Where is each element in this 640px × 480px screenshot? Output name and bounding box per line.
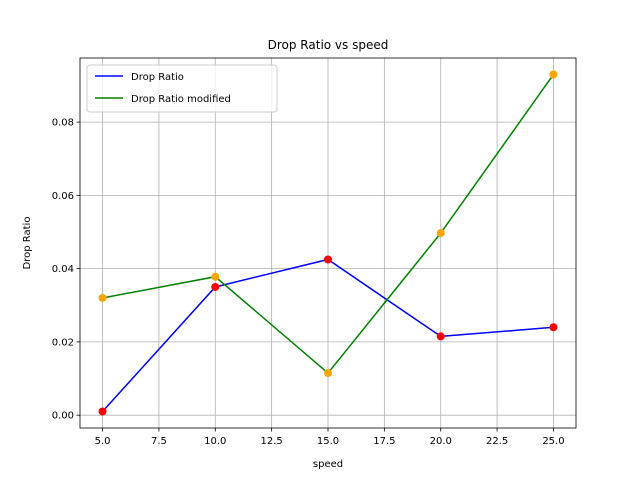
chart-title: Drop Ratio vs speed <box>268 38 389 52</box>
x-tick-label: 15.0 <box>317 436 339 447</box>
data-point-1-1 <box>211 272 220 281</box>
y-tick-label: 0.00 <box>52 411 74 422</box>
grid-lines <box>80 58 576 428</box>
data-point-1-0 <box>98 293 107 302</box>
data-point-0-0 <box>98 407 107 416</box>
legend-label-drop-ratio: Drop Ratio <box>131 72 184 83</box>
x-tick-label: 20.0 <box>430 436 452 447</box>
data-point-0-1 <box>211 282 220 291</box>
y-tick-label: 0.02 <box>52 337 74 348</box>
y-tick-label: 0.08 <box>52 118 74 129</box>
data-point-1-3 <box>436 229 445 238</box>
x-tick-label: 22.5 <box>486 436 508 447</box>
y-axis-ticks: 0.00 0.02 0.04 0.06 0.08 <box>52 118 80 422</box>
data-point-0-4 <box>549 323 558 332</box>
x-tick-label: 25.0 <box>542 436 564 447</box>
x-tick-label: 10.0 <box>204 436 226 447</box>
data-point-0-3 <box>436 332 445 341</box>
data-point-0-2 <box>324 255 332 264</box>
x-tick-label: 5.0 <box>95 436 111 447</box>
x-tick-label: 17.5 <box>373 436 395 447</box>
x-axis-ticks: 5.0 7.5 10.0 12.5 15.0 17.5 20.0 22.5 25.0 <box>95 428 565 447</box>
y-tick-label: 0.06 <box>52 191 74 202</box>
legend-label-drop-ratio-modified: Drop Ratio modified <box>131 94 231 105</box>
legend: Drop Ratio Drop Ratio modified <box>86 64 278 113</box>
x-axis-label: speed <box>313 459 343 470</box>
legend-box <box>86 64 278 113</box>
x-tick-label: 12.5 <box>261 436 283 447</box>
data-point-1-4 <box>549 70 558 79</box>
data-point-1-2 <box>324 369 332 378</box>
y-axis-label: Drop Ratio <box>22 217 33 270</box>
y-tick-label: 0.04 <box>52 264 74 275</box>
series-markers <box>98 70 558 416</box>
x-tick-label: 7.5 <box>151 436 167 447</box>
